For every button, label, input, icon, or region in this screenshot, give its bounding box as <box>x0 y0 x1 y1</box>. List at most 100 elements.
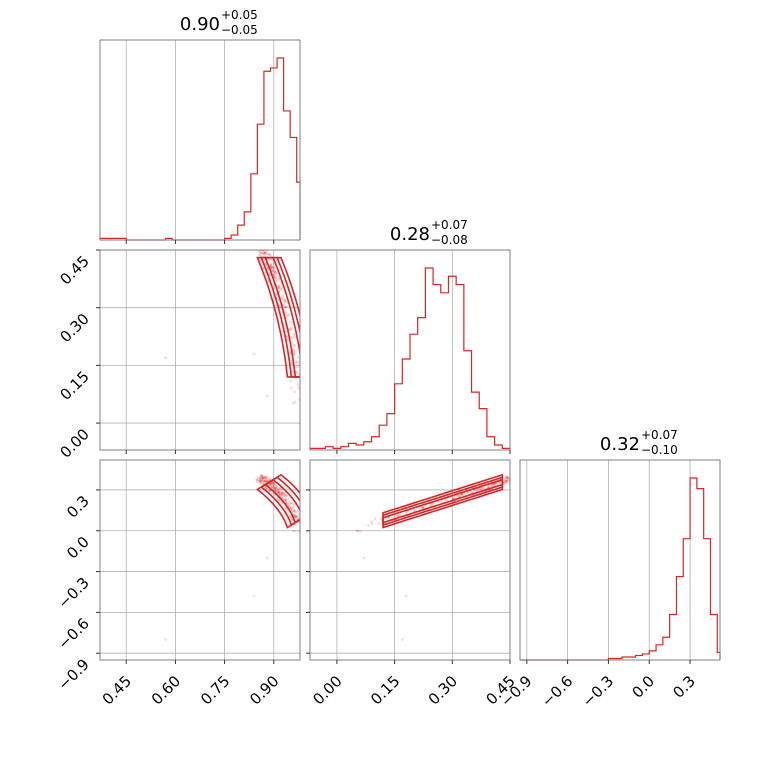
xtick-label-param2-1: −0.6 <box>538 672 576 710</box>
sample-point <box>269 264 272 268</box>
sample-point <box>290 518 293 521</box>
sample-point <box>287 505 291 508</box>
sample-point <box>265 250 269 253</box>
sample-point <box>384 517 387 520</box>
sample-point <box>259 246 262 249</box>
sample-point <box>498 481 501 485</box>
sample-point <box>297 360 300 364</box>
sample-point <box>272 482 276 486</box>
sample-point <box>256 247 259 250</box>
sample-point <box>258 253 262 256</box>
xtick-label-param2-3: 0.0 <box>628 672 658 702</box>
sample-point <box>294 529 297 533</box>
sample-point <box>256 246 259 249</box>
sample-point <box>275 277 278 281</box>
sample-point <box>295 360 298 364</box>
panel-1-0-frame <box>99 249 301 451</box>
sample-point <box>512 481 515 484</box>
sample-point <box>493 482 497 486</box>
sample-point <box>293 390 296 394</box>
sample-point <box>432 502 436 505</box>
sample-point <box>273 270 277 274</box>
sample-point <box>288 379 292 383</box>
sample-point <box>265 477 269 481</box>
sample-point <box>275 293 278 296</box>
sample-point <box>264 487 268 490</box>
sample-point <box>291 401 295 405</box>
sample-point <box>268 476 272 480</box>
sample-point <box>252 594 256 598</box>
sample-point <box>277 498 281 502</box>
sample-point <box>507 477 510 481</box>
sample-point <box>492 483 496 486</box>
sample-point <box>513 476 516 479</box>
sample-point <box>502 481 506 485</box>
sample-point <box>273 267 276 270</box>
sample-point <box>261 482 264 486</box>
sample-point <box>255 478 259 482</box>
sample-point <box>436 500 440 504</box>
sample-point <box>263 479 266 483</box>
sample-point <box>260 251 264 254</box>
sample-point <box>270 482 274 486</box>
sample-point <box>281 296 285 300</box>
xtick-label-param1-0: 0.00 <box>309 672 345 708</box>
sample-point <box>255 480 259 484</box>
ytick-label-param2-1: −0.6 <box>54 614 92 652</box>
xtick-label-param0-1: 0.60 <box>148 672 184 708</box>
panel-1-1-frame <box>309 249 511 451</box>
xtick-label-param1-2: 0.30 <box>425 672 461 708</box>
sample-point <box>268 489 272 492</box>
sample-point <box>261 477 264 481</box>
sample-point <box>421 506 425 510</box>
sample-point <box>263 252 267 255</box>
sample-point <box>413 509 417 512</box>
sample-point <box>295 370 298 374</box>
sample-point <box>260 251 264 255</box>
sample-point <box>280 297 283 300</box>
sample-point <box>268 252 272 256</box>
sample-point <box>504 481 508 484</box>
sample-point <box>280 490 283 493</box>
sample-point <box>295 514 298 518</box>
sample-point <box>370 522 374 525</box>
contour-1-0-2 <box>256 256 300 378</box>
sample-point <box>511 477 514 480</box>
sample-point <box>513 474 516 477</box>
title-param1: 0.28 +0.07−0.08 <box>390 218 468 247</box>
sample-point <box>293 523 296 527</box>
sample-point <box>259 258 262 262</box>
hist-param1 <box>309 267 511 450</box>
sample-point <box>271 481 274 485</box>
sample-point <box>284 305 288 308</box>
sample-point <box>516 477 519 480</box>
sample-point <box>164 638 167 641</box>
sample-point <box>256 476 260 479</box>
sample-point <box>286 338 290 341</box>
sample-point <box>512 479 515 482</box>
sample-point <box>270 482 273 486</box>
sample-point <box>291 505 295 509</box>
sample-point <box>258 477 261 481</box>
sample-point <box>263 251 266 254</box>
sample-point <box>258 254 262 258</box>
title-median-1: 0.28 <box>390 224 430 245</box>
sample-point <box>366 523 370 527</box>
sample-point <box>292 348 296 352</box>
sample-point <box>293 353 297 357</box>
sample-point <box>453 496 456 500</box>
sample-point <box>445 498 448 502</box>
sample-point <box>469 490 473 493</box>
sample-point <box>271 485 274 488</box>
sample-point <box>405 511 409 514</box>
sample-point <box>266 252 269 256</box>
sample-point <box>271 484 275 488</box>
sample-point <box>511 479 514 482</box>
sample-point <box>504 479 507 482</box>
ytick-label-param1-2: 0.30 <box>56 310 92 346</box>
panel-2-2-frame <box>519 459 721 661</box>
sample-point <box>260 474 263 478</box>
sample-point <box>263 251 266 255</box>
sample-point <box>271 481 275 484</box>
sample-point <box>281 490 284 494</box>
